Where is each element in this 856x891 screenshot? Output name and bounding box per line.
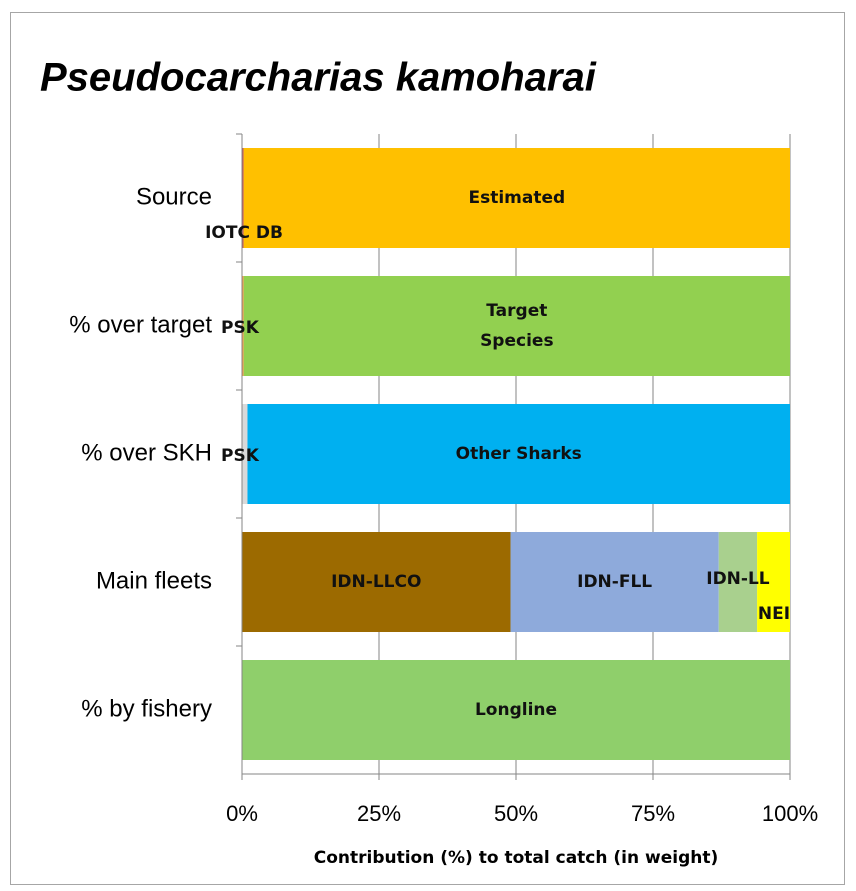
segment-label: Estimated [468, 188, 566, 208]
segment-label: PSK [221, 446, 259, 466]
bar-segment [247, 404, 791, 504]
bar-segment [242, 148, 244, 248]
x-tick-label: 100% [762, 801, 818, 826]
x-tick-label: 0% [226, 801, 258, 826]
segment-label: IDN-LL [706, 569, 770, 589]
y-tick-label: % over SKH [81, 439, 212, 466]
bar-segment [242, 660, 790, 760]
x-tick-label: 50% [494, 801, 538, 826]
bar-segment [243, 148, 791, 248]
segment-label: Target Species [480, 301, 554, 351]
segment-label: PSK [221, 318, 259, 338]
y-tick-label: Source [136, 183, 212, 210]
x-tick-label: 75% [631, 801, 675, 826]
segment-label: IDN-LLCO [331, 572, 422, 592]
segment-label: Other Sharks [455, 444, 582, 464]
segment-label: IOTC DB [205, 223, 283, 243]
bar-segment [757, 532, 790, 632]
bar-segment [242, 532, 511, 632]
y-tick-label: Main fleets [96, 567, 212, 594]
bar-segment [242, 404, 248, 504]
chart-title: Pseudocarcharias kamoharai [40, 56, 597, 100]
segment-label: Longline [474, 700, 558, 720]
bar-segment [718, 532, 758, 632]
y-tick-label: % over target [69, 311, 212, 338]
segment-label: NEI [757, 604, 791, 624]
x-axis-label: Contribution (%) to total catch (in weig… [314, 848, 719, 868]
segment-label: IDN-FLL [577, 572, 653, 592]
bar-segment [510, 532, 719, 632]
bar-segment [243, 276, 791, 376]
bar-segment [242, 276, 244, 376]
y-tick-label: % by fishery [81, 695, 212, 722]
x-tick-label: 25% [357, 801, 401, 826]
